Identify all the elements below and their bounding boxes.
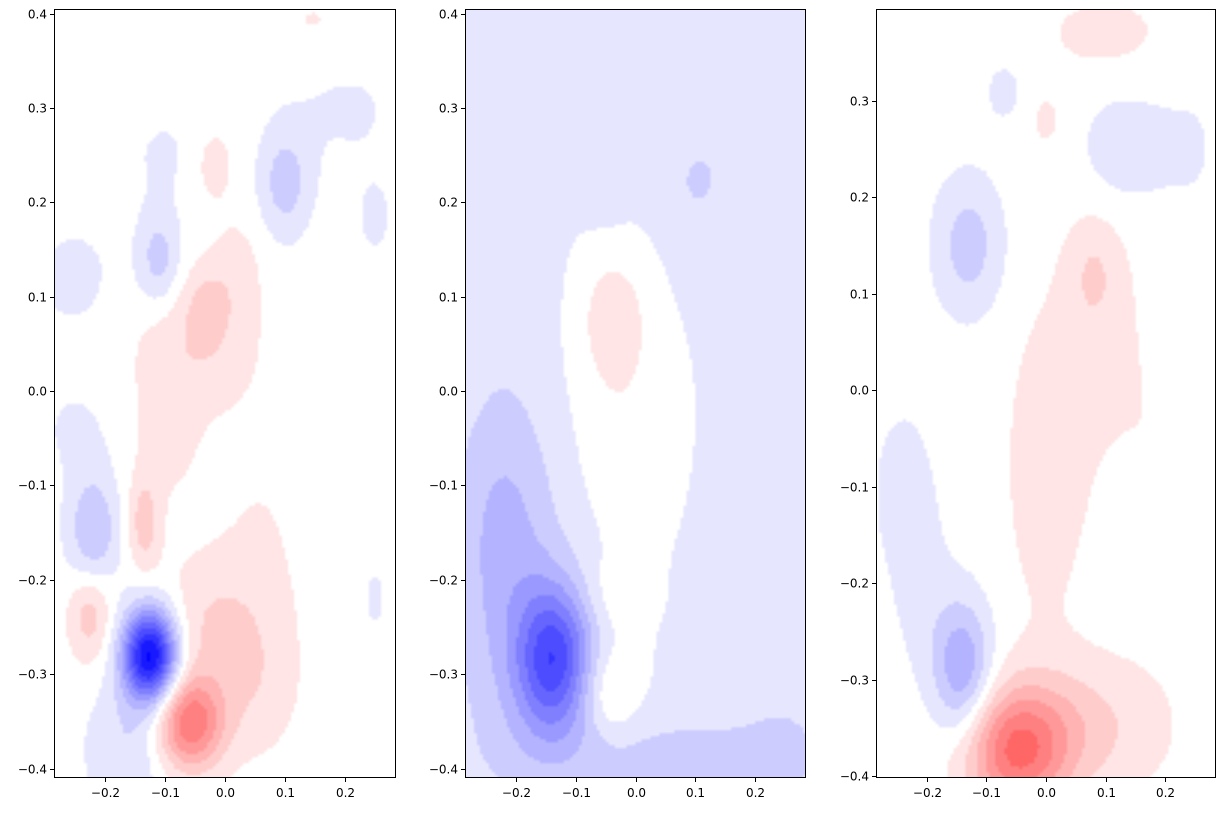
x-tick-label: 0.2 <box>1156 786 1175 800</box>
y-tick-label: −0.1 <box>429 479 458 493</box>
x-tick-label: −0.2 <box>913 786 942 800</box>
y-tick-label: −0.4 <box>840 770 869 784</box>
contour-field <box>54 9 396 778</box>
y-tick-label: −0.4 <box>429 763 458 777</box>
x-tick-label: −0.1 <box>972 786 1001 800</box>
y-tick-label: 0.2 <box>850 191 869 205</box>
y-tick-label: 0.3 <box>28 102 47 116</box>
y-tick-label: 0.0 <box>850 384 869 398</box>
x-tick-label: −0.2 <box>502 786 531 800</box>
x-tick-label: 0.1 <box>686 786 705 800</box>
y-tick-label: 0.2 <box>28 196 47 210</box>
y-tick-label: −0.1 <box>18 479 47 493</box>
y-tick-label: 0.3 <box>850 95 869 109</box>
x-tick-label: 0.0 <box>216 786 235 800</box>
y-tick-label: −0.3 <box>429 668 458 682</box>
axes-frame <box>465 9 806 778</box>
x-tick-label: 0.0 <box>1037 786 1056 800</box>
y-tick-label: −0.4 <box>18 763 47 777</box>
x-tick-label: 0.0 <box>627 786 646 800</box>
y-tick-label: −0.3 <box>18 668 47 682</box>
contour-field <box>465 9 806 778</box>
y-tick-label: −0.2 <box>18 574 47 588</box>
y-tick-label: −0.2 <box>840 577 869 591</box>
heatmap-panel-1: −0.2 −0.1 0.0 0.1 0.2 −0.4 −0.3 −0.2 −0.1 0.0 0.1 0… <box>18 8 396 800</box>
y-tick-label: 0.0 <box>439 385 458 399</box>
y-tick-label: 0.2 <box>439 196 458 210</box>
x-tick-label: 0.1 <box>276 786 295 800</box>
x-tick-label: 0.1 <box>1097 786 1116 800</box>
heatmap-panel-2: −0.2 −0.1 0.0 0.1 0.2 −0.4 −0.3 −0.2 −0.1 0.0 0.1 0… <box>429 8 806 800</box>
axes-frame <box>876 9 1216 778</box>
contour-field <box>876 9 1216 778</box>
y-tick-label: −0.2 <box>429 574 458 588</box>
x-tick-label: −0.1 <box>562 786 591 800</box>
axes-frame <box>54 9 396 778</box>
y-tick-label: 0.1 <box>439 291 458 305</box>
y-tick-label: 0.0 <box>28 385 47 399</box>
y-tick-label: 0.1 <box>28 291 47 305</box>
y-tick-label: 0.4 <box>439 8 458 22</box>
y-tick-label: −0.3 <box>840 674 869 688</box>
y-tick-label: 0.4 <box>28 8 47 22</box>
heatmap-panel-3: −0.2 −0.1 0.0 0.1 0.2 −0.4 −0.3 −0.2 −0.1 0.0 0.1 0… <box>840 9 1216 800</box>
x-tick-label: −0.1 <box>151 786 180 800</box>
x-tick-label: −0.2 <box>91 786 120 800</box>
y-tick-label: 0.1 <box>850 288 869 302</box>
y-tick-label: 0.3 <box>439 102 458 116</box>
x-tick-label: 0.2 <box>746 786 765 800</box>
x-tick-label: 0.2 <box>336 786 355 800</box>
y-tick-label: −0.1 <box>840 481 869 495</box>
